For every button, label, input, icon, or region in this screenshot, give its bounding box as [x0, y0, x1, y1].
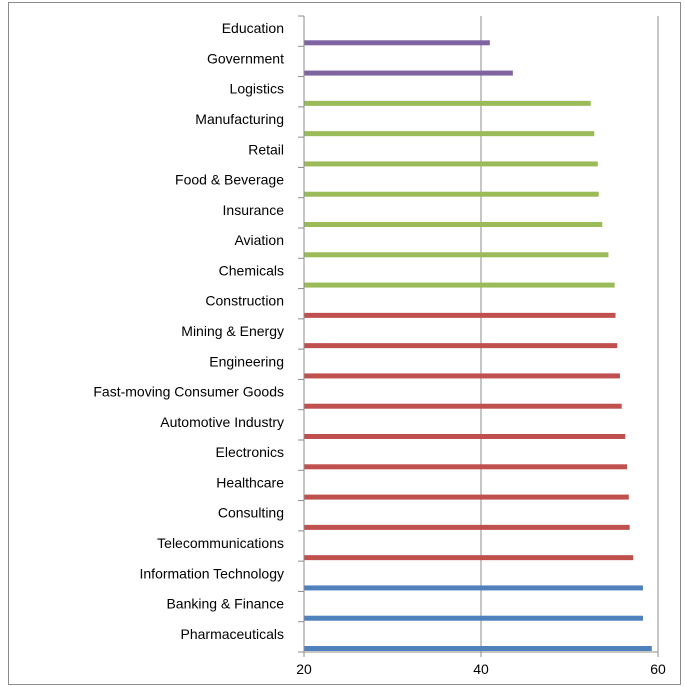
category-label: Retail [248, 141, 284, 157]
bar-insurance [304, 222, 603, 227]
category-label: Education [222, 20, 284, 36]
bar-fast-moving-consumer-goods [304, 403, 622, 409]
bar-aviation [304, 252, 609, 258]
bar-telecommunications [304, 555, 634, 561]
category-label: Engineering [209, 353, 284, 369]
category-label: Food & Beverage [175, 172, 284, 188]
bar-engineering [304, 373, 620, 379]
bar-manufacturing [304, 131, 595, 137]
category-label: Mining & Energy [181, 323, 284, 339]
bar-government [304, 70, 513, 76]
bar-electronics [304, 464, 628, 470]
x-tick-label: 40 [473, 661, 489, 677]
category-label: Banking & Finance [166, 596, 284, 612]
bar-chemicals [304, 282, 615, 288]
bar-food-beverage [304, 191, 599, 197]
category-label: Telecommunications [157, 535, 284, 551]
bar-consulting [304, 524, 630, 530]
bar-automotive-industry [304, 434, 626, 439]
x-tick-label: 20 [296, 661, 312, 677]
category-label: Consulting [218, 505, 284, 521]
category-label: Insurance [223, 202, 285, 218]
bar-logistics [304, 100, 591, 106]
bar-retail [304, 161, 598, 167]
category-label: Chemicals [219, 262, 284, 278]
category-label: Healthcare [216, 474, 284, 490]
bar-healthcare [304, 494, 629, 500]
bar-banking-finance [304, 615, 643, 621]
category-label: Fast-moving Consumer Goods [93, 384, 284, 400]
x-tick-label: 60 [650, 661, 666, 677]
bar-information-technology [304, 585, 643, 591]
bar-construction [304, 312, 616, 318]
category-label: Automotive Industry [160, 414, 284, 430]
category-label: Logistics [230, 81, 284, 97]
bar-pharmaceuticals [304, 646, 652, 651]
category-label: Electronics [216, 444, 284, 460]
category-label: Manufacturing [195, 111, 284, 127]
category-label: Government [207, 50, 284, 66]
category-label: Construction [205, 293, 284, 309]
category-label: Aviation [234, 232, 284, 248]
bar-mining-energy [304, 343, 618, 349]
bar-education [304, 40, 490, 46]
category-label: Pharmaceuticals [181, 626, 285, 642]
category-label: Information Technology [140, 565, 285, 581]
